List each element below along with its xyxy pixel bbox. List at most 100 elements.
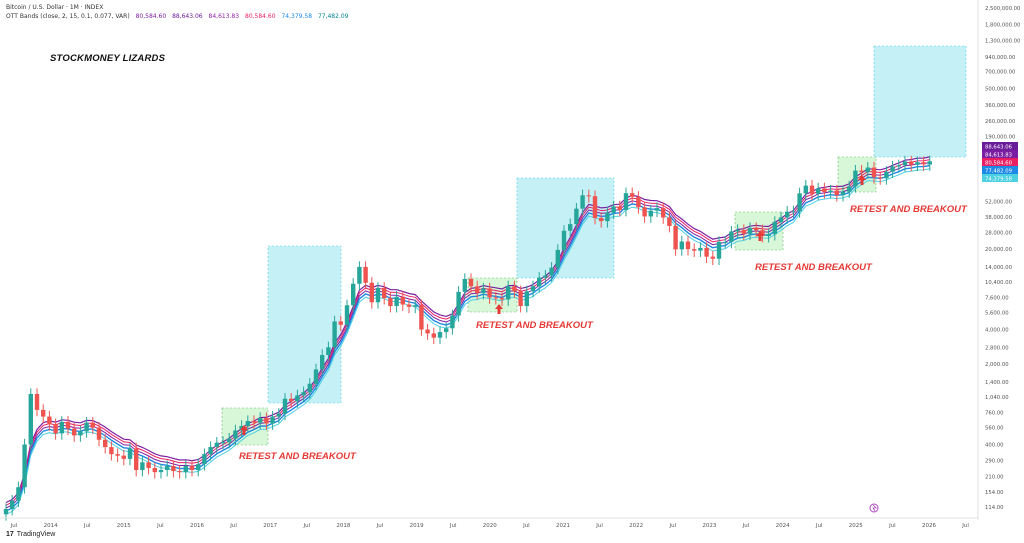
y-tick-label: 10,400.00 — [985, 280, 1013, 286]
candle — [499, 298, 505, 300]
y-tick-label: 28,000.00 — [985, 230, 1013, 236]
x-tick-label: Jul — [742, 523, 750, 529]
candle — [729, 231, 734, 242]
candle — [357, 266, 362, 284]
candle — [865, 167, 870, 173]
candle — [109, 447, 114, 455]
candle — [115, 454, 120, 456]
price-badge — [982, 150, 1018, 158]
candle — [431, 333, 436, 338]
y-tick-label: 1,040.00 — [985, 395, 1009, 401]
candle — [307, 383, 312, 393]
target-box — [516, 177, 615, 279]
candle — [134, 448, 139, 471]
candle — [450, 315, 455, 329]
candle — [636, 196, 641, 208]
candle — [59, 421, 64, 434]
candle — [623, 193, 629, 210]
y-tick-label: 500,000.00 — [985, 86, 1016, 92]
candle — [549, 267, 554, 276]
price-badge — [982, 158, 1018, 166]
x-tick-label: 2023 — [702, 523, 716, 529]
candle — [183, 466, 188, 473]
y-tick-label: 7,600.00 — [985, 295, 1009, 301]
candle — [28, 393, 33, 445]
candle — [146, 462, 151, 468]
y-tick-label: 260,000.00 — [985, 119, 1016, 125]
candle — [103, 439, 108, 448]
price-badge-label: 80,584.60 — [985, 160, 1013, 166]
candle — [654, 208, 660, 211]
annotation-label: RETEST AND BREAKOUT — [850, 204, 968, 215]
candle — [444, 328, 449, 333]
ott-bands — [5, 156, 930, 515]
candle — [555, 249, 560, 268]
candle — [394, 296, 399, 307]
candle — [741, 230, 746, 234]
candle — [456, 291, 461, 316]
tv-icon: 17 — [6, 531, 14, 538]
candle — [245, 421, 250, 426]
y-tick-label: 1,300,000.00 — [985, 39, 1021, 45]
tradingview-logo[interactable]: 17 TradingView — [6, 531, 56, 538]
candle — [65, 421, 71, 429]
candle — [475, 286, 480, 294]
y-tick-label: 290.00 — [985, 459, 1004, 465]
candle — [927, 161, 932, 165]
y-tick-label: 5,600.00 — [985, 311, 1009, 317]
candle — [468, 278, 474, 287]
candle — [611, 206, 616, 213]
time-axis[interactable]: Jul 2014 Jul 2015 Jul 2016 Jul 2017 Jul 2018 Jul 20… — [10, 523, 970, 529]
candle — [754, 228, 759, 231]
candle — [84, 422, 89, 432]
candle — [661, 208, 666, 218]
annotation-boxes — [221, 45, 967, 446]
candle — [388, 298, 393, 307]
y-tick-label: 2,000.00 — [985, 362, 1009, 368]
candle — [605, 212, 610, 222]
target-box — [873, 45, 967, 158]
y-tick-label: 1,800,000.00 — [985, 22, 1021, 28]
candle — [369, 282, 374, 303]
price-badge-label: 77,482.09 — [985, 168, 1012, 174]
candle — [679, 241, 684, 250]
candle — [171, 466, 176, 472]
indicator-value: 80,584.60 — [245, 13, 276, 20]
candle — [208, 447, 213, 455]
candle — [809, 185, 815, 194]
candle — [840, 191, 846, 196]
candle — [543, 275, 548, 278]
candle — [834, 190, 839, 196]
candle — [828, 190, 833, 193]
x-tick-label: Jul — [302, 523, 310, 529]
candle — [797, 193, 802, 212]
y-tick-label: 52,000.00 — [985, 199, 1013, 205]
x-tick-label: Jul — [376, 523, 384, 529]
price-badge-label: 84,613.83 — [985, 152, 1012, 158]
price-axis[interactable]: 2,500,000.00 1,800,000.00 1,300,000.00 940,… — [982, 6, 1021, 511]
bolt-icon — [872, 504, 877, 512]
indicator-legend[interactable]: OTT Bands (close, 2, 15, 0.1, 0.077, VAR… — [6, 13, 352, 20]
target-box — [267, 245, 342, 404]
candle — [264, 418, 269, 424]
candle — [878, 177, 883, 179]
indicator-value: 80,584.60 — [135, 13, 167, 20]
candle — [96, 427, 102, 440]
event-marker-icon[interactable] — [869, 503, 879, 513]
y-tick-label: 114.00 — [985, 505, 1004, 511]
y-tick-label: 210.00 — [985, 475, 1004, 481]
x-tick-label: 2017 — [263, 523, 277, 529]
candle — [667, 217, 672, 226]
y-tick-label: 360,000.00 — [985, 103, 1016, 109]
candle — [338, 321, 343, 325]
candle — [301, 392, 306, 396]
candle — [214, 442, 219, 448]
price-badge — [982, 166, 1018, 174]
price-badge — [982, 174, 1018, 182]
candle — [3, 509, 9, 515]
candle — [326, 347, 331, 356]
candles — [3, 155, 932, 521]
indicator-value: 84,613.83 — [208, 13, 240, 20]
candle — [710, 256, 715, 259]
